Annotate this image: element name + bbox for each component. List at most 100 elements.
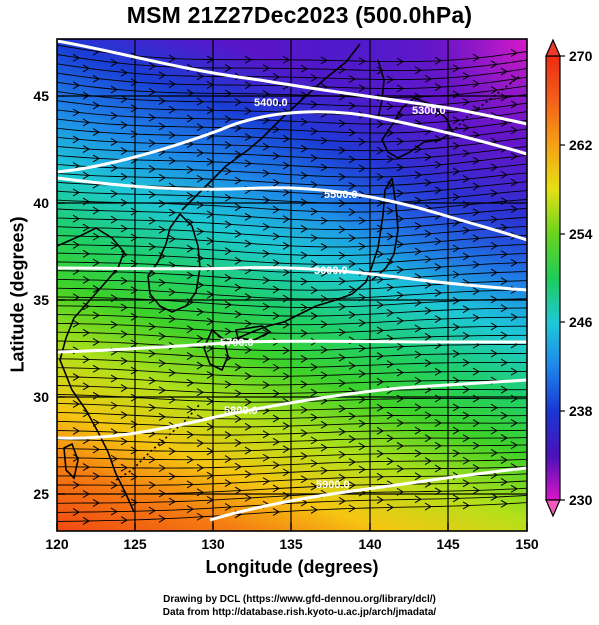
wind-arrow [462, 411, 470, 420]
wind-arrow [452, 494, 460, 503]
y-tick-label: 30 [33, 389, 49, 405]
wind-arrow [148, 190, 156, 199]
wind-arrow [338, 172, 346, 181]
wind-arrow [224, 455, 232, 464]
wind-arrow [320, 163, 328, 172]
wind-arrow [234, 98, 242, 107]
wind-arrow [396, 342, 404, 351]
wind-arrow [92, 311, 100, 320]
wind-arrow [148, 62, 156, 71]
wind-arrow [320, 466, 328, 475]
wind-arrow [224, 193, 232, 202]
wind-arrow [158, 71, 166, 80]
wind-arrow [376, 496, 384, 504]
wind-arrow [320, 216, 328, 225]
wind-arrow [262, 169, 270, 178]
wind-arrow [358, 465, 366, 474]
wind-arrow [130, 233, 138, 242]
wind-arrow [424, 280, 432, 289]
wind-arrow [272, 205, 280, 214]
wind-arrow [120, 172, 128, 181]
contour-5800 [57, 378, 527, 440]
wind-arrow [120, 384, 128, 393]
wind-arrow [376, 120, 384, 129]
wind-arrow [168, 80, 176, 89]
contour-label-5500: 5500.0 [324, 189, 358, 201]
wind-arrow [414, 376, 422, 385]
wind-arrow [452, 296, 460, 305]
wind-arrow [72, 373, 80, 381]
wind-arrow [272, 461, 280, 470]
wind-arrow [320, 320, 328, 329]
wind-arrow [490, 322, 498, 331]
wind-arrow [282, 346, 290, 355]
coastlines [57, 43, 521, 513]
wind-arrow [300, 303, 308, 312]
wind-arrow [452, 403, 460, 412]
wind-arrow [224, 141, 232, 150]
wind-arrow [120, 250, 128, 259]
x-axis-title: Longitude (degrees) [205, 557, 379, 577]
wind-arrow [424, 178, 432, 187]
wind-arrow [148, 88, 156, 96]
wind-arrow [490, 86, 498, 94]
wind-arrow [500, 250, 508, 259]
wind-arrow [130, 207, 138, 216]
wind-arrow [348, 208, 356, 217]
wind-arrow [376, 472, 384, 481]
x-tick-label: 150 [515, 536, 539, 552]
wind-arrow [500, 93, 508, 102]
wind-arrow [196, 334, 204, 343]
wind-arrow [424, 457, 432, 465]
wind-arrow [500, 223, 508, 232]
wind-arrow [452, 193, 460, 201]
wind-arrow [472, 441, 480, 450]
wind-arrow [300, 64, 308, 73]
wind-arrow [234, 310, 242, 319]
y-tick-label: 40 [33, 195, 49, 211]
wind-arrow [338, 328, 346, 337]
wind-arrow [434, 237, 442, 246]
wind-arrow [452, 116, 460, 125]
wind-arrow [224, 479, 232, 487]
wind-arrow [168, 497, 176, 506]
wind-arrow [148, 216, 156, 225]
wind-arrow [386, 102, 394, 111]
wind-arrow [120, 224, 128, 233]
wind-arrow [348, 75, 356, 83]
wind-arrow [452, 426, 460, 435]
wind-arrow [72, 135, 80, 144]
colorbar: 270 262 254 246 238 230 [545, 38, 593, 518]
wind-arrow [452, 90, 460, 99]
wind-arrow [272, 363, 280, 372]
wind-arrow [510, 126, 518, 135]
wind-arrow [500, 304, 508, 313]
wind-arrow [262, 222, 270, 231]
wind-arrow [130, 286, 138, 295]
wind-arrow [120, 516, 128, 525]
wind-arrow [386, 434, 394, 443]
wind-arrow [510, 258, 518, 267]
wind-arrow [376, 275, 384, 284]
wind-arrow [92, 499, 100, 507]
wind-arrow [244, 133, 252, 142]
wind-arrow [92, 101, 100, 110]
wind-arrow [462, 123, 470, 132]
wind-arrow [358, 164, 366, 173]
wind-arrow [510, 394, 518, 403]
wind-arrow [348, 310, 356, 319]
sakhalin-coast [377, 59, 385, 119]
y-axis-title: Latitude (degrees) [7, 216, 28, 373]
wind-arrow [196, 281, 204, 289]
wind-arrow [424, 332, 432, 341]
wind-arrow [424, 306, 432, 315]
wind-arrow [196, 97, 204, 106]
contour-labels: 5300.0 5400.0 5500.0 5600.0 5700.0 5800.… [220, 97, 446, 491]
wind-arrow [424, 74, 432, 83]
colorbar-label: 254 [569, 226, 593, 242]
wind-arrow [434, 315, 442, 323]
wind-arrow [490, 349, 498, 358]
wind-arrow [434, 263, 442, 271]
wind-arrow [120, 463, 128, 472]
wind-arrow [272, 437, 280, 446]
